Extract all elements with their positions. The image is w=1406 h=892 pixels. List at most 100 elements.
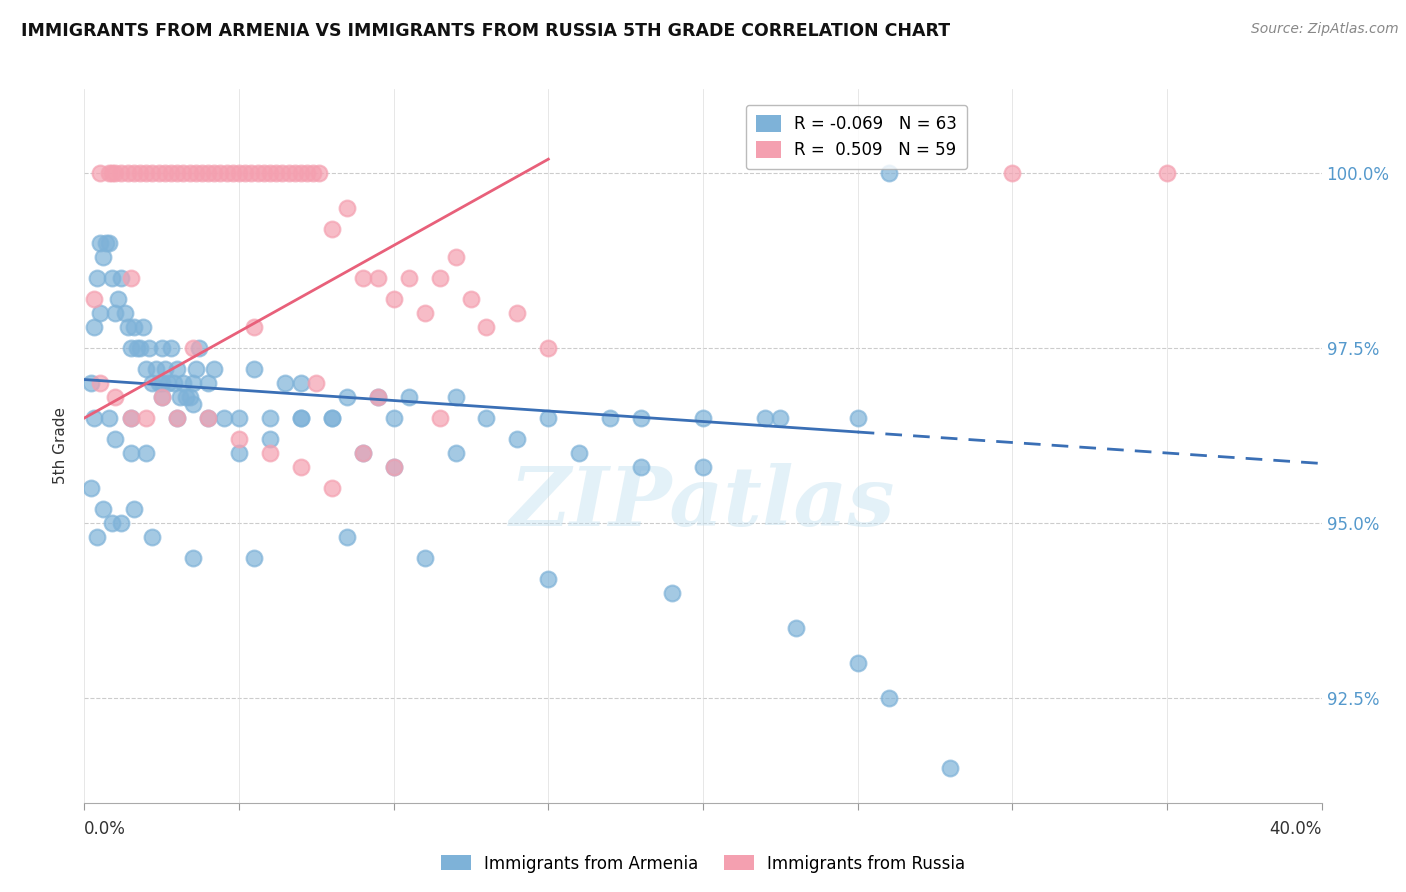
Point: [197, 411, 219, 425]
Point: [290, 460, 312, 475]
Point: [243, 362, 266, 376]
Point: [135, 166, 157, 180]
Point: [382, 460, 405, 475]
Point: [122, 502, 145, 516]
Point: [939, 761, 962, 775]
Point: [1001, 166, 1024, 180]
Point: [184, 362, 207, 376]
Point: [243, 320, 266, 334]
Point: [120, 411, 142, 425]
Point: [150, 376, 173, 390]
Point: [382, 460, 405, 475]
Point: [187, 341, 209, 355]
Point: [179, 166, 201, 180]
Point: [148, 376, 170, 390]
Point: [429, 411, 451, 425]
Point: [228, 446, 250, 460]
Point: [846, 411, 869, 425]
Point: [233, 166, 256, 180]
Point: [101, 271, 124, 285]
Point: [132, 320, 155, 334]
Point: [259, 446, 281, 460]
Point: [83, 292, 105, 306]
Point: [336, 530, 359, 544]
Point: [98, 166, 121, 180]
Point: [336, 201, 359, 215]
Point: [98, 411, 121, 425]
Point: [94, 236, 117, 251]
Point: [284, 166, 307, 180]
Point: [89, 306, 111, 320]
Point: [271, 166, 294, 180]
Point: [110, 271, 132, 285]
Point: [537, 572, 560, 586]
Point: [153, 362, 176, 376]
Point: [202, 362, 225, 376]
Point: [295, 166, 318, 180]
Point: [630, 411, 652, 425]
Point: [160, 166, 183, 180]
Point: [877, 166, 900, 180]
Point: [197, 376, 219, 390]
Point: [181, 341, 204, 355]
Point: [475, 320, 498, 334]
Point: [148, 166, 170, 180]
Point: [184, 166, 207, 180]
Point: [661, 586, 683, 600]
Point: [86, 530, 108, 544]
Point: [537, 411, 560, 425]
Point: [367, 390, 389, 404]
Point: [382, 411, 405, 425]
Point: [305, 376, 328, 390]
Point: [135, 362, 157, 376]
Point: [506, 306, 529, 320]
Text: 40.0%: 40.0%: [1270, 820, 1322, 838]
Point: [413, 550, 436, 565]
Point: [413, 306, 436, 320]
Point: [141, 530, 163, 544]
Point: [179, 390, 201, 404]
Point: [506, 432, 529, 446]
Point: [290, 411, 312, 425]
Point: [197, 411, 219, 425]
Point: [156, 376, 179, 390]
Point: [240, 166, 263, 180]
Point: [138, 341, 160, 355]
Point: [191, 166, 214, 180]
Point: [169, 390, 191, 404]
Point: [129, 341, 152, 355]
Point: [91, 502, 114, 516]
Point: [429, 271, 451, 285]
Point: [166, 166, 188, 180]
Point: [290, 376, 312, 390]
Point: [877, 690, 900, 705]
Point: [630, 460, 652, 475]
Point: [754, 411, 776, 425]
Point: [120, 411, 142, 425]
Point: [104, 166, 127, 180]
Point: [692, 460, 714, 475]
Point: [153, 166, 176, 180]
Y-axis label: 5th Grade: 5th Grade: [53, 408, 69, 484]
Text: 0.0%: 0.0%: [84, 820, 127, 838]
Point: [89, 236, 111, 251]
Point: [150, 390, 173, 404]
Point: [79, 376, 101, 390]
Point: [202, 166, 225, 180]
Point: [367, 390, 389, 404]
Text: IMMIGRANTS FROM ARMENIA VS IMMIGRANTS FROM RUSSIA 5TH GRADE CORRELATION CHART: IMMIGRANTS FROM ARMENIA VS IMMIGRANTS FR…: [21, 22, 950, 40]
Point: [568, 446, 591, 460]
Point: [264, 166, 287, 180]
Text: Source: ZipAtlas.com: Source: ZipAtlas.com: [1251, 22, 1399, 37]
Point: [163, 376, 186, 390]
Point: [398, 390, 420, 404]
Point: [104, 432, 127, 446]
Point: [160, 341, 183, 355]
Point: [228, 411, 250, 425]
Point: [98, 236, 121, 251]
Point: [212, 411, 235, 425]
Point: [197, 166, 219, 180]
Point: [321, 481, 343, 495]
Point: [107, 292, 129, 306]
Point: [352, 271, 374, 285]
